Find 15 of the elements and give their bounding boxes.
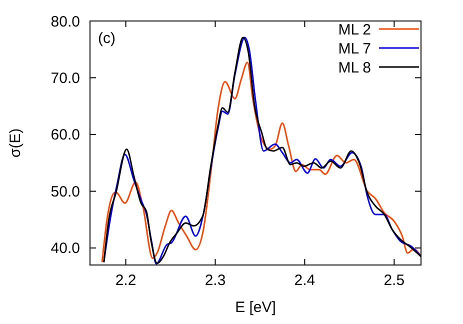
x-tick-label: 2.2 bbox=[115, 272, 136, 289]
y-tick-label: 40.0 bbox=[50, 240, 80, 258]
x-axis-title: E [eV] bbox=[235, 299, 276, 316]
x-tick-label: 2.5 bbox=[384, 272, 405, 289]
y-tick-label: 50.0 bbox=[50, 183, 80, 200]
x-tick-label: 2.3 bbox=[204, 272, 226, 289]
y-tick-label: 60.0 bbox=[50, 126, 80, 144]
legend-label: ML 7 bbox=[338, 40, 371, 58]
legend-label: ML 2 bbox=[338, 21, 371, 38]
y-axis-title: σ(E) bbox=[7, 128, 24, 158]
y-tick-label: 80.0 bbox=[50, 13, 80, 30]
x-tick-label: 2.4 bbox=[294, 272, 316, 289]
legend-label: ML 8 bbox=[338, 59, 371, 76]
annotation: (c) bbox=[98, 30, 116, 47]
y-tick-label: 70.0 bbox=[50, 70, 80, 87]
